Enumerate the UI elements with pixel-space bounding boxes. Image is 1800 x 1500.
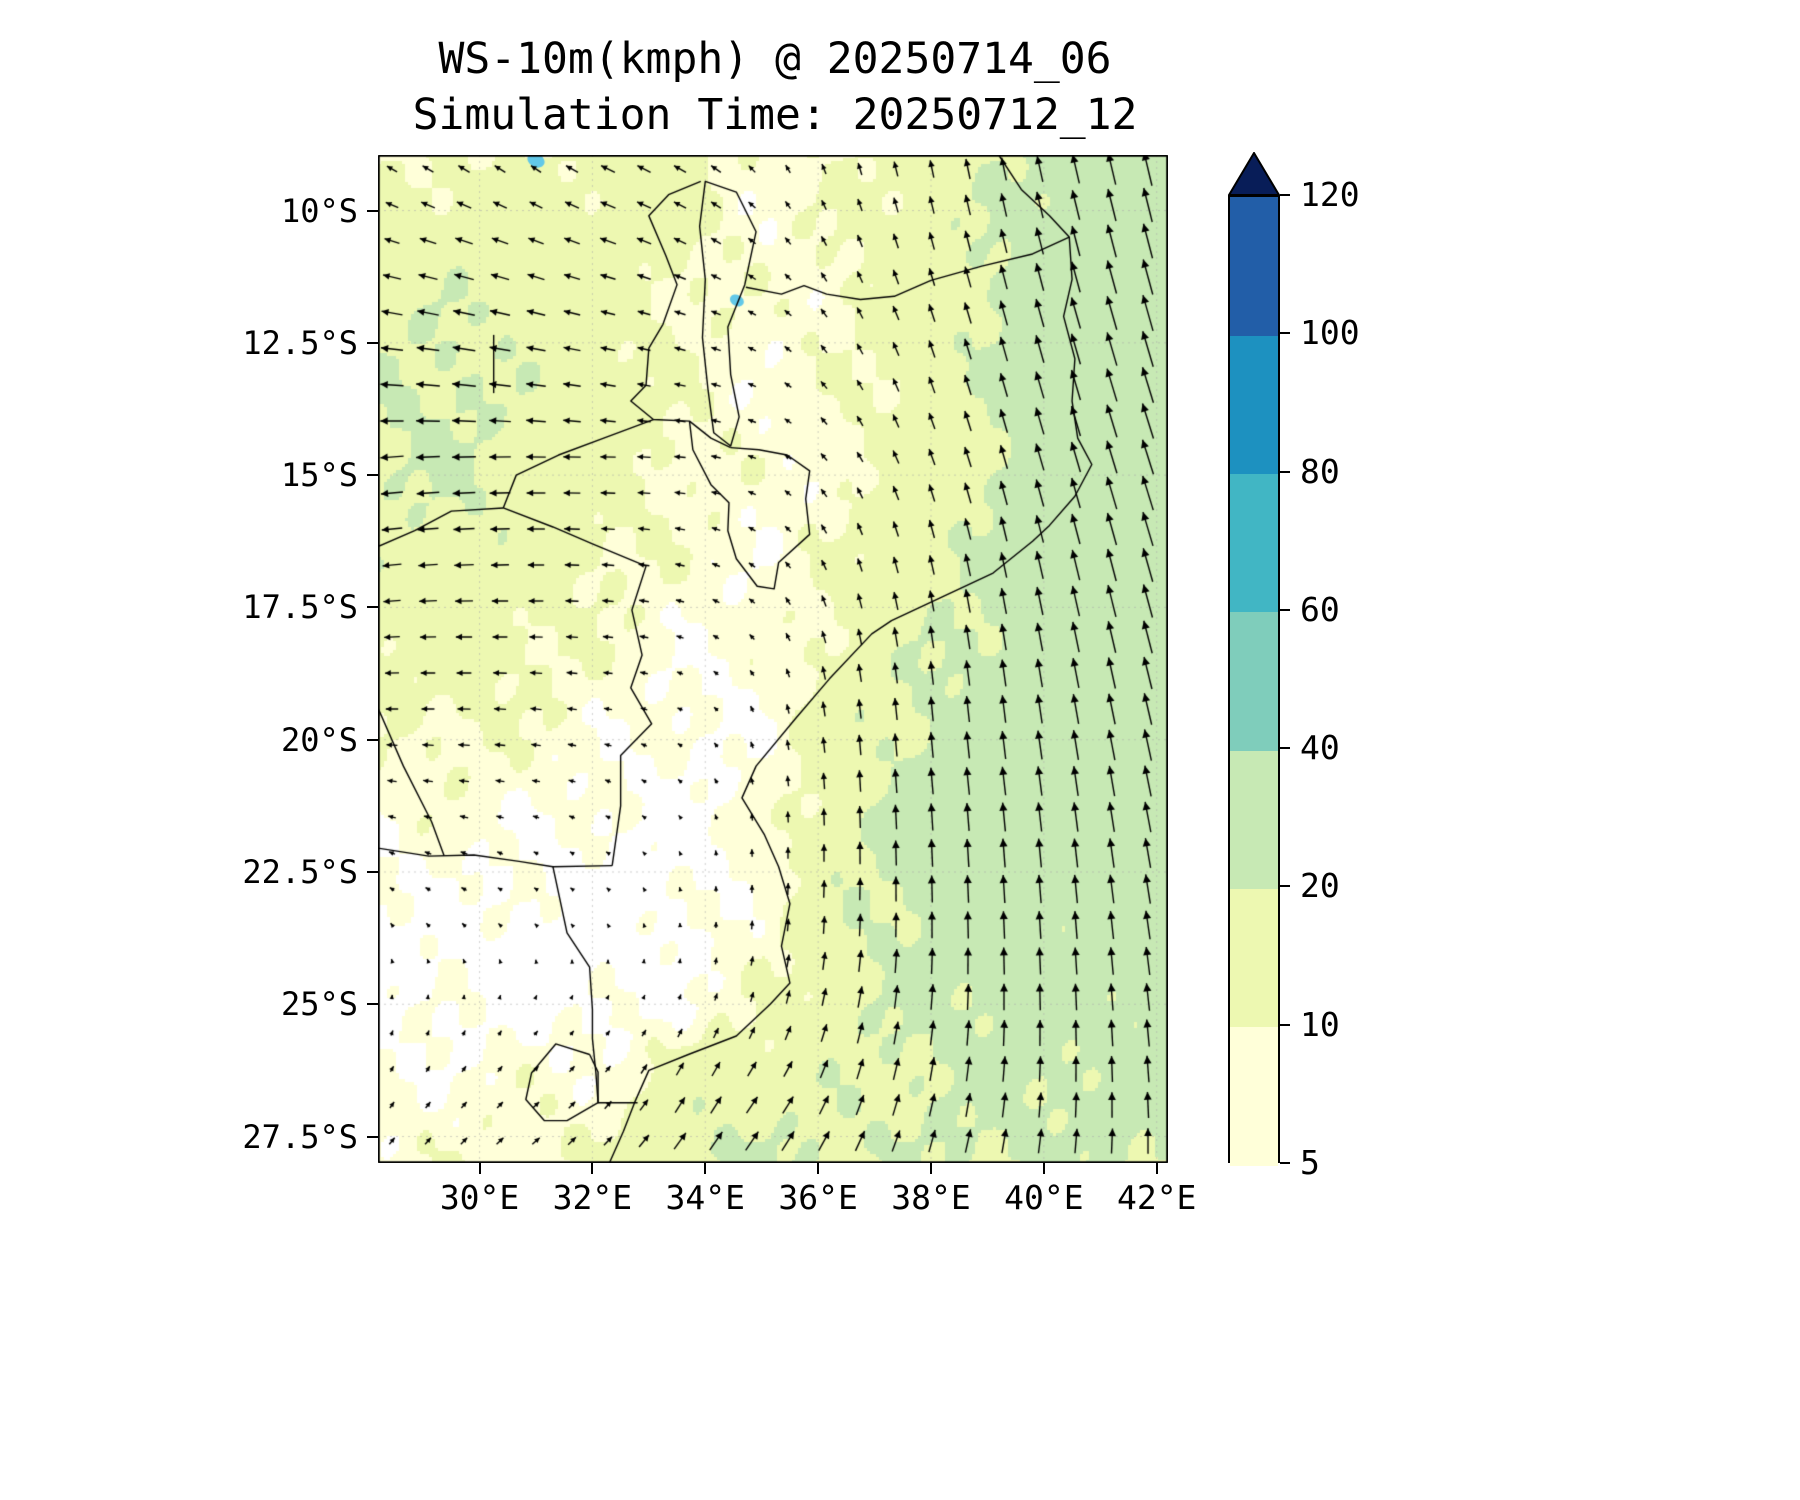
colorbar	[1228, 195, 1280, 1166]
x-tick-mark	[817, 1163, 820, 1174]
colorbar-tick-mark	[1280, 608, 1290, 611]
colorbar-tick-mark	[1280, 194, 1290, 196]
x-tick-label: 38°E	[891, 1178, 971, 1217]
colorbar-segment	[1230, 335, 1278, 475]
y-tick-mark	[367, 606, 378, 609]
chart-title: WS-10m(kmph) @ 20250714_06	[438, 34, 1112, 84]
y-tick-mark	[367, 341, 378, 344]
colorbar-tick-label: 60	[1300, 589, 1340, 629]
colorbar-segment	[1230, 1026, 1278, 1166]
x-tick-label: 40°E	[1004, 1178, 1084, 1217]
y-tick-mark	[367, 1135, 378, 1138]
x-tick-mark	[478, 1163, 481, 1174]
colorbar-tick-mark	[1280, 470, 1290, 473]
y-tick-label: 15°S	[280, 456, 358, 495]
colorbar-tick-mark	[1280, 885, 1290, 888]
y-tick-label: 10°S	[280, 191, 358, 230]
x-tick-mark	[704, 1163, 707, 1174]
colorbar-tick-label: 20	[1300, 866, 1340, 906]
y-tick-mark	[367, 738, 378, 741]
y-tick-mark	[367, 1003, 378, 1006]
y-tick-mark	[367, 870, 378, 873]
colorbar-segment	[1230, 611, 1278, 751]
colorbar-tick-label: 40	[1300, 728, 1340, 768]
chart-subtitle: Simulation Time: 20250712_12	[412, 90, 1138, 140]
colorbar-segment	[1230, 888, 1278, 1028]
y-tick-label: 25°S	[280, 985, 358, 1024]
x-tick-mark	[930, 1163, 932, 1174]
x-tick-label: 32°E	[552, 1178, 633, 1217]
x-tick-mark	[1155, 1163, 1158, 1174]
x-tick-mark	[1042, 1163, 1045, 1174]
colorbar-tick-mark	[1280, 332, 1290, 335]
x-tick-label: 30°E	[439, 1178, 520, 1217]
wind-map-canvas	[378, 155, 1168, 1163]
colorbar-tick-mark	[1280, 1023, 1290, 1026]
colorbar-segment	[1230, 197, 1278, 336]
colorbar-tick-mark	[1280, 747, 1290, 750]
x-tick-label: 34°E	[665, 1178, 746, 1217]
y-tick-label: 17.5°S	[242, 588, 358, 627]
colorbar-tick-label: 5	[1300, 1143, 1320, 1182]
colorbar-tick-label: 120	[1300, 175, 1360, 214]
colorbar-segment	[1230, 750, 1278, 890]
colorbar-tick-label: 10	[1300, 1004, 1340, 1044]
colorbar-extend-arrow	[1228, 152, 1280, 196]
y-tick-label: 12.5°S	[242, 323, 358, 362]
x-tick-label: 36°E	[778, 1178, 858, 1217]
y-tick-mark	[367, 474, 378, 477]
x-tick-mark	[591, 1163, 594, 1174]
colorbar-tick-mark	[1280, 1162, 1290, 1164]
colorbar-tick-label: 100	[1300, 313, 1360, 353]
y-tick-label: 22.5°S	[242, 852, 358, 891]
y-tick-label: 27.5°S	[242, 1117, 358, 1156]
y-tick-label: 20°S	[280, 720, 358, 759]
colorbar-segment	[1230, 473, 1278, 613]
y-tick-mark	[367, 209, 378, 212]
colorbar-tick-label: 80	[1300, 451, 1340, 491]
x-tick-label: 42°E	[1116, 1178, 1197, 1217]
